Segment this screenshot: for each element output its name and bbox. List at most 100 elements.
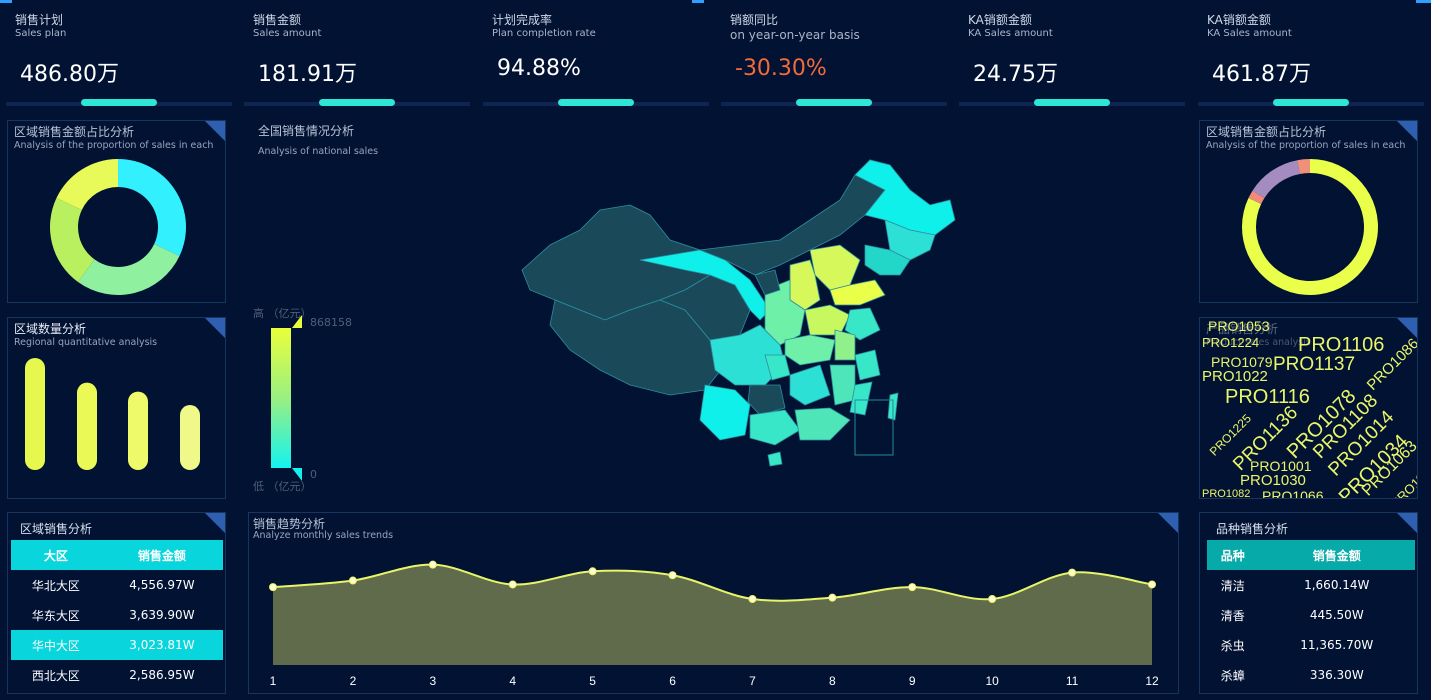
table-row[interactable]: 华北大区 4,556.97W [11,570,223,600]
word-pro1106: PRO1106 [1298,334,1385,356]
kpi-progress-fill [1273,99,1349,106]
panel-title: 品种销售分析 [1216,522,1289,536]
right-region-share-panel: 区域销售金额占比分析 Analysis of the proportion of… [1199,120,1418,303]
region-quantity-bar[interactable] [77,382,97,470]
donut-slice[interactable] [49,198,95,283]
region-quantity-panel: 区域数量分析 Regional quantitative analysis [7,317,226,499]
kpi-progress-fill [81,99,157,106]
donut-slice[interactable] [118,159,186,256]
trend-point[interactable] [908,583,917,592]
visual-map-legend[interactable] [268,315,318,495]
kpi-subtitle: KA Sales amount [968,28,1053,39]
table-cell: 445.50W [1309,608,1364,622]
table-header-row: 大区 销售金额 [11,540,223,570]
map-region-heilongjiang [854,159,956,236]
kpi-subtitle: Sales plan [15,28,67,39]
x-tick-label: 9 [909,674,916,688]
kpi-progress-fill [1034,99,1110,106]
table-row[interactable]: 清香 445.50W [1207,600,1415,630]
donut-slice[interactable] [78,244,180,295]
kpi-progress-fill [319,99,395,106]
legend-gradient-bar [271,328,291,468]
trend-point[interactable] [1148,580,1156,589]
kpi-title: 计划完成率 [492,13,553,27]
sales-trend-chart: 1 2 3 4 5 6 7 8 9 10 11 12 [269,560,1159,688]
table-header-cell: 销售金额 [1258,540,1415,570]
trend-point[interactable] [988,595,997,603]
table-cell: 华北大区 [31,578,80,593]
panel-title: 区域数量分析 [14,322,87,336]
table-cell: 清香 [1220,608,1245,623]
top-accent-mid [692,0,704,3]
panel-title: 全国销售情况分析 [258,124,355,138]
china-map[interactable] [510,150,1030,480]
panel-title: 销售趋势分析 [253,517,326,531]
kpi-value: 181.91万 [258,62,357,87]
legend-min-value: 0 [310,468,317,481]
x-tick-label: 10 [986,674,1000,688]
trend-point[interactable] [508,580,517,589]
table-row[interactable]: 杀蟑 336.30W [1207,660,1415,690]
table-cell: 1,660.14W [1304,578,1370,592]
panel-subtitle: Analyze monthly sales trends [253,530,394,541]
trend-point[interactable] [828,593,837,602]
word-pro1116: PRO1116 [1225,386,1310,408]
panel-subtitle: Product sales analysis [1206,337,1311,348]
donut-slice[interactable] [56,159,118,210]
panel-corner-icon [1397,121,1417,141]
table-row[interactable]: 华东大区 3,639.90W [11,600,223,630]
table-row[interactable]: 西北大区 2,586.95W [11,660,223,690]
map-region-hainan [767,451,783,467]
table-header-row: 品种 销售金额 [1207,540,1415,570]
region-quantity-bar[interactable] [128,391,148,470]
table-cell: 西北大区 [31,668,80,683]
word-pro1022: PRO1022 [1202,368,1268,385]
region-quantity-bar[interactable] [180,405,200,470]
word-pro1001: PRO1001 [1250,458,1312,474]
x-tick-label: 6 [669,674,676,688]
panel-title: 区域销售分析 [20,522,93,536]
kpi-card: 销售计划 Sales plan 486.80万 [6,0,232,106]
kpi-subtitle: Sales amount [253,28,322,39]
variety-sales-panel: 品种销售分析 品种 销售金额 清洁 1,660.14W 清香 445.50W 杀虫 11,36… [1199,512,1418,694]
trend-point[interactable] [588,567,597,576]
panel-title: 产品销售分析 [1206,322,1279,336]
table-cell: 2,586.95W [129,668,195,682]
panel-corner-icon [205,318,225,338]
trend-point[interactable] [1068,568,1077,577]
region-quantity-bar[interactable] [25,358,45,470]
donut-slice[interactable] [1248,190,1265,205]
table-row[interactable]: 华中大区 3,023.81W [11,630,223,660]
table-header-cell: 品种 [1207,540,1259,570]
map-region-shandong [829,279,886,306]
map-region-yunnan [699,384,751,441]
table-cell: 华东大区 [31,608,80,623]
trend-point[interactable] [428,560,437,569]
donut-slice[interactable] [1252,160,1300,199]
map-panel: 全国销售情况分析 Analysis of national sales 高 （亿… [250,120,1190,500]
kpi-subtitle: on year-on-year basis [730,28,860,42]
product-sales-panel: 产品销售分析 Product sales analysis PRO1053 PR… [1199,317,1418,499]
legend-top-handle [292,315,302,328]
table-row[interactable]: 清洁 1,660.14W [1207,570,1415,600]
table-row[interactable]: 杀虫 11,365.70W [1207,630,1415,660]
table-header-cell: 销售金额 [100,540,223,570]
trend-point[interactable] [348,576,357,585]
top-accent-right [1416,0,1431,3]
x-tick-label: 5 [589,674,596,688]
x-tick-label: 7 [749,674,756,688]
map-region-zhejiang [854,349,881,381]
word-pro1079: PRO1079 [1211,354,1273,370]
donut-slice[interactable] [1297,159,1310,174]
map-region-guangdong [794,407,851,441]
trend-point[interactable] [748,595,757,603]
panel-subtitle: Analysis of national sales [258,146,379,157]
kpi-progress-track [483,99,709,106]
word-pro1137: PRO1137 [1273,354,1356,375]
trend-point[interactable] [668,571,677,580]
region-share-panel: 区域销售金额占比分析 Analysis of the proportion of… [7,120,226,303]
table-cell: 3,023.81W [100,630,223,660]
trend-point[interactable] [269,583,277,592]
kpi-title: KA销额金额 [968,13,1032,27]
trend-area [273,564,1152,665]
